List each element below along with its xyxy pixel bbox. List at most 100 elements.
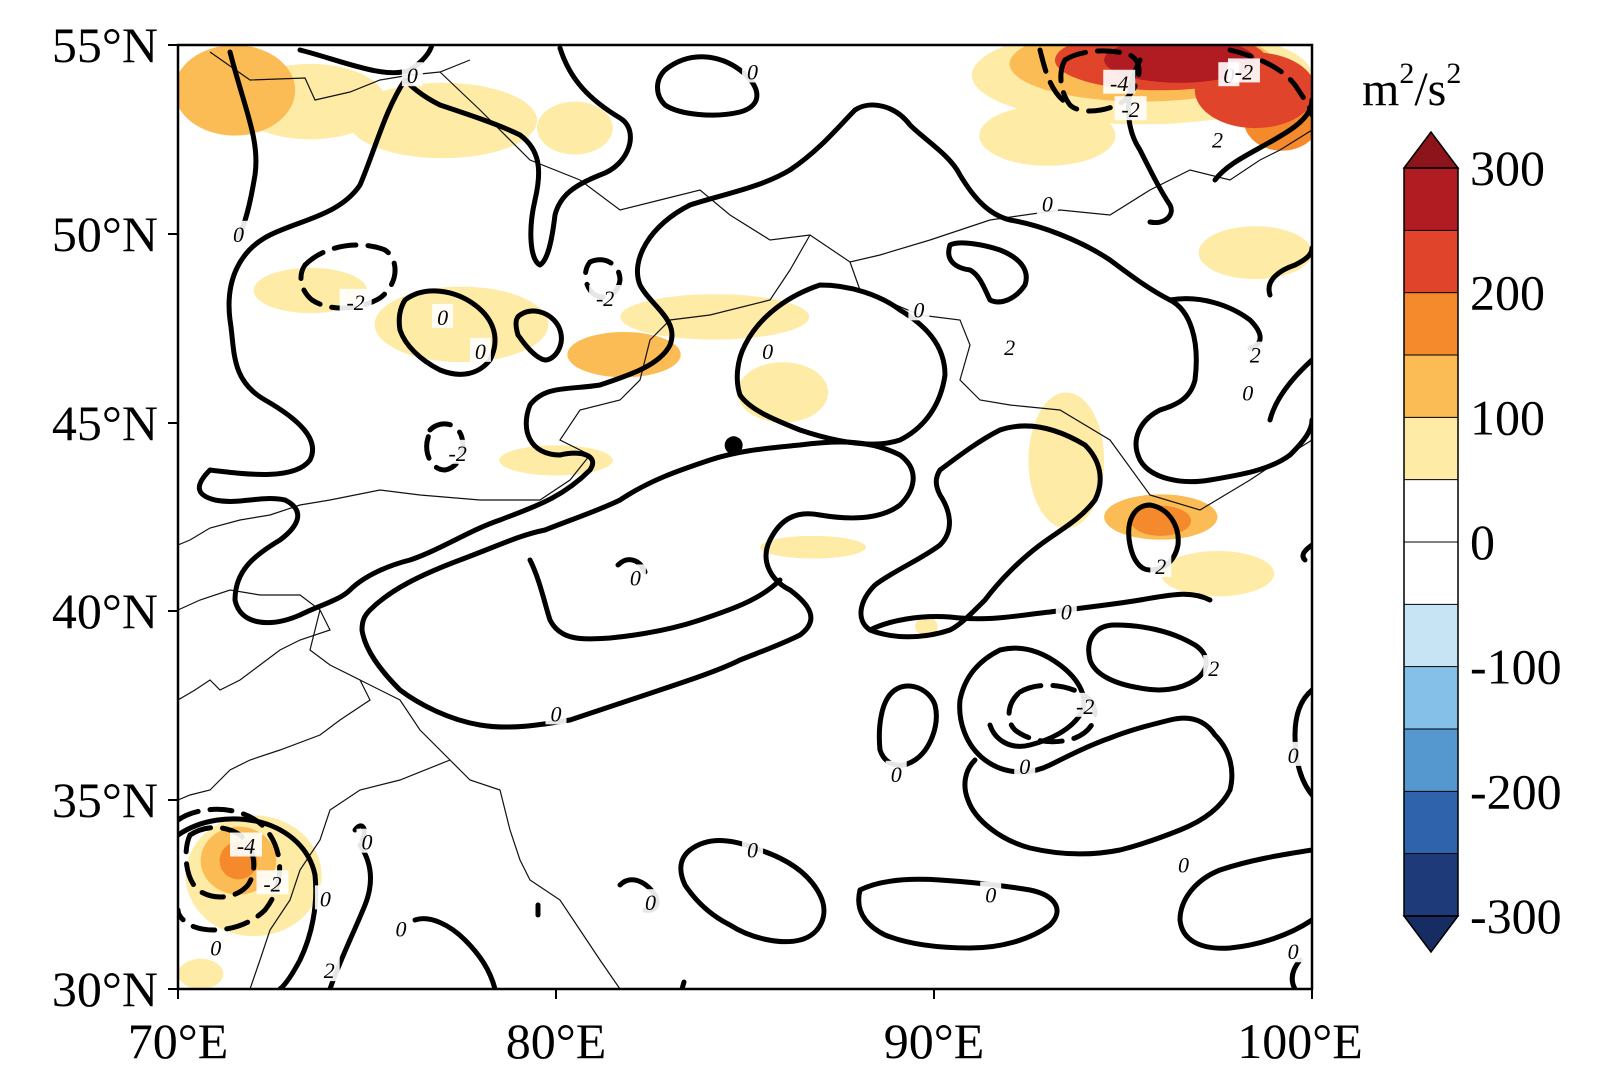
contour-negative-layer xyxy=(178,47,1312,933)
shading-region xyxy=(1160,550,1275,597)
contour-negative xyxy=(582,257,623,300)
contour-label: 0 xyxy=(437,305,448,330)
contour-label-bg xyxy=(1055,598,1077,623)
contour-zero xyxy=(858,423,1103,640)
shading-region xyxy=(620,294,810,340)
y-tick-label: 45°N xyxy=(52,395,158,451)
contour-negative xyxy=(183,825,257,900)
contour-label-bg xyxy=(1036,190,1058,215)
contour-negative xyxy=(178,806,283,933)
contour-label-bg xyxy=(1014,753,1036,778)
y-tick-label: 30°N xyxy=(52,961,158,1017)
shading-region xyxy=(499,445,613,476)
border-line xyxy=(359,679,621,989)
contour-zero xyxy=(1126,502,1181,573)
contour-zero xyxy=(876,683,939,768)
contour-label-bg xyxy=(885,760,907,785)
contour-label-bg xyxy=(401,62,423,87)
contour-label-bg xyxy=(980,881,1002,906)
shading-region xyxy=(915,617,938,636)
colorbar-frame xyxy=(1403,167,1459,917)
contour-label-bg xyxy=(545,700,567,725)
contour-label: 0 xyxy=(630,565,641,590)
contour-label-bg xyxy=(1172,851,1194,876)
contour-label-bg xyxy=(469,337,491,362)
contour-label: 0 xyxy=(747,59,758,84)
latitude-axis: 55°N 50°N 45°N 40°N 35°N 30°N xyxy=(52,17,178,1017)
longitude-axis: 70°E 80°E 90°E 100°E xyxy=(128,989,1363,1069)
contour-zero xyxy=(655,54,760,118)
shading-region xyxy=(737,362,829,423)
contour-zero xyxy=(412,916,498,989)
contour-label: -2 xyxy=(263,871,281,896)
contour-zero xyxy=(1266,245,1312,298)
contour-label: 0 xyxy=(320,886,331,911)
contour-labels: 00-4-20-2200-200-202200-202020-2000-4-20… xyxy=(205,58,1304,983)
contour-label-bg xyxy=(1069,692,1102,717)
colorbar-band xyxy=(1404,355,1458,418)
contour-label-bg xyxy=(1282,741,1304,766)
contour-label: 0 xyxy=(891,762,902,787)
y-tick-label: 50°N xyxy=(52,206,158,262)
contour-label-bg xyxy=(230,832,263,857)
shading-region xyxy=(178,958,224,989)
contour-negative xyxy=(298,242,398,311)
colorbar-band xyxy=(1404,853,1458,917)
contour-zero xyxy=(523,102,1173,458)
contour-label-bg xyxy=(441,439,474,464)
contour-label-bg xyxy=(742,58,764,83)
colorbar-tick-label: -300 xyxy=(1470,888,1562,944)
border-line xyxy=(178,589,331,701)
contour-label-bg xyxy=(908,296,930,321)
shading-region xyxy=(537,101,613,155)
colorbar-band xyxy=(1404,791,1458,855)
contour-zero xyxy=(178,816,319,989)
y-tick-label: 55°N xyxy=(52,17,158,73)
contour-label-bg xyxy=(742,836,764,861)
shading-region xyxy=(253,267,367,314)
contour-label: -2 xyxy=(1076,694,1094,719)
colorbar-bands xyxy=(1404,168,1458,917)
contour-label-bg xyxy=(318,957,340,982)
x-tick-label: 90°E xyxy=(884,1013,985,1069)
contour-label: -2 xyxy=(1121,97,1139,122)
contour-label: -4 xyxy=(1110,71,1128,96)
shading-region xyxy=(374,286,549,363)
location-marker xyxy=(724,436,743,455)
contour-label: 0 xyxy=(233,222,244,247)
colorbar-band xyxy=(1404,604,1458,668)
contour-negative xyxy=(1037,47,1068,105)
contour-label: 0 xyxy=(985,883,996,908)
contour-label: 0 xyxy=(362,830,373,855)
contour-zero xyxy=(1177,847,1312,951)
colorbar-ticks: 300 200 100 0 -100 -200 -300 xyxy=(1470,140,1562,944)
contour-label-bg xyxy=(589,284,622,309)
contour-zero xyxy=(527,557,783,642)
colorbar-tick-label: -200 xyxy=(1470,763,1562,819)
colorbar-tick-label: 0 xyxy=(1470,514,1495,570)
colorbar-tick-label: 200 xyxy=(1470,265,1545,321)
contour-label-bg xyxy=(390,915,412,940)
contour-label-bg xyxy=(999,334,1021,359)
shading-region xyxy=(1028,392,1105,529)
contour-label: 2 xyxy=(324,958,335,983)
colorbar-band xyxy=(1404,230,1458,294)
contour-label: 0 xyxy=(747,837,758,862)
contour-label: -2 xyxy=(596,286,614,311)
contour-label-bg xyxy=(1150,553,1172,578)
map-plot-area: 00-4-20-2200-200-202200-202020-2000-4-20… xyxy=(176,43,1314,991)
colorbar-extend-max xyxy=(1402,130,1460,169)
contour-label-bg xyxy=(757,337,779,362)
contour-label-bg xyxy=(1207,126,1228,151)
contour-zero xyxy=(1289,957,1303,989)
contour-label-bg xyxy=(356,828,378,853)
colorbar-tick-label: -100 xyxy=(1470,639,1562,695)
contour-label-bg xyxy=(1237,379,1259,404)
contour-label-bg xyxy=(432,303,454,328)
contour-label-bg xyxy=(1227,58,1260,83)
contour-label-bg xyxy=(1203,655,1225,680)
country-borders xyxy=(178,51,1312,989)
contour-label: 2 xyxy=(1155,554,1166,579)
contour-label-bg xyxy=(205,934,227,959)
contour-negative xyxy=(1227,47,1312,118)
